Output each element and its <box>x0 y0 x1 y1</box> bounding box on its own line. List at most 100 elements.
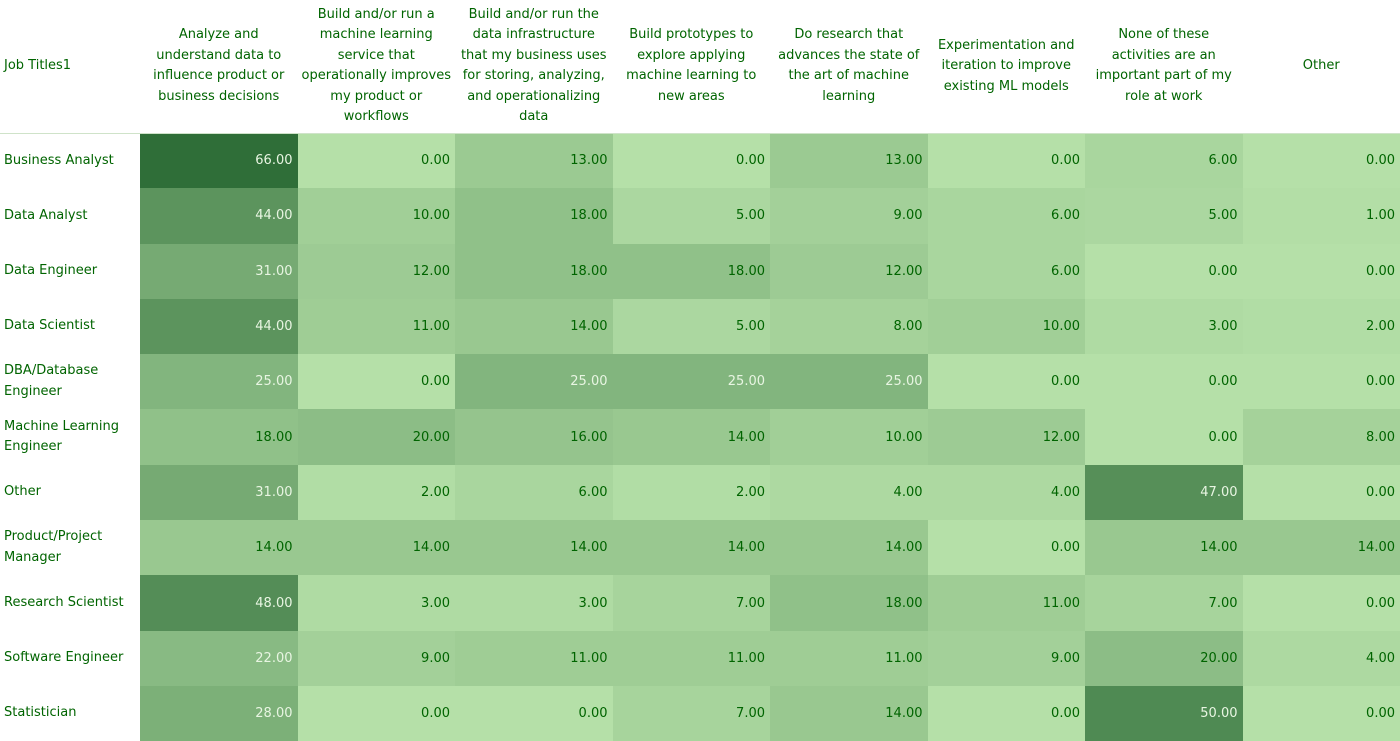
heatmap-cell: 0.00 <box>455 685 613 741</box>
heatmap-cell: 11.00 <box>612 630 770 686</box>
row-label: Data Scientist <box>4 318 95 334</box>
heatmap-cell: 2.00 <box>297 464 455 521</box>
heatmap-cell: 31.00 <box>140 243 298 299</box>
heatmap-cell: 50.00 <box>1085 685 1243 741</box>
header-row: Job Titles1 Analyze and understand data … <box>0 0 1400 134</box>
heatmap-cell: 6.00 <box>455 464 613 521</box>
heatmap-cell: 7.00 <box>612 685 770 741</box>
heatmap-cell: 20.00 <box>1085 630 1243 686</box>
heatmap-cell: 12.00 <box>297 243 455 299</box>
heatmap-cell: 44.00 <box>140 188 298 244</box>
heatmap-cell: 20.00 <box>297 409 455 465</box>
heatmap-cell: 10.00 <box>770 409 928 465</box>
heatmap-cell: 14.00 <box>455 520 613 576</box>
heatmap-cell: 18.00 <box>455 188 613 244</box>
heatmap-cell: 7.00 <box>1085 575 1243 631</box>
heatmap-cell: 25.00 <box>612 354 770 410</box>
column-header: Build and/or run the data infrastructure… <box>455 0 613 134</box>
column-header: None of these activities are an importan… <box>1085 0 1243 134</box>
column-header: Build prototypes to explore applying mac… <box>612 0 770 134</box>
heatmap-cell: 0.00 <box>1242 575 1400 631</box>
row-label: Software Engineer <box>4 650 124 666</box>
heatmap-cell: 2.00 <box>612 464 770 521</box>
heatmap-cell: 10.00 <box>297 188 455 244</box>
heatmap-cell: 11.00 <box>297 298 455 355</box>
heatmap-cell: 3.00 <box>297 575 455 631</box>
row-label: Statistician <box>4 705 77 721</box>
heatmap-cell: 4.00 <box>1242 630 1400 686</box>
heatmap-cell: 14.00 <box>455 298 613 355</box>
heatmap-cell: 66.00 <box>140 133 298 189</box>
heatmap-cell: 5.00 <box>1085 188 1243 244</box>
heatmap-cell: 14.00 <box>770 685 928 741</box>
heatmap-cell: 18.00 <box>455 243 613 299</box>
heatmap-cell: 0.00 <box>297 685 455 741</box>
column-header: Other <box>1242 0 1400 134</box>
heatmap-cell: 0.00 <box>1242 685 1400 741</box>
heatmap-cell: 14.00 <box>770 520 928 576</box>
heatmap-body: Business Analyst 66.00 0.00 13.00 0.00 13.00 0… <box>0 133 1400 741</box>
heatmap-cell: 13.00 <box>455 133 613 189</box>
heatmap-cell: 48.00 <box>140 575 298 631</box>
heatmap-cell: 31.00 <box>140 464 298 521</box>
heatmap-cell: 8.00 <box>770 298 928 355</box>
heatmap-cell: 5.00 <box>612 298 770 355</box>
heatmap-cell: 18.00 <box>770 575 928 631</box>
table-row: DBA/Database Engineer 25.00 0.00 25.00 25.00… <box>0 354 1400 410</box>
heatmap-cell: 6.00 <box>1085 133 1243 189</box>
heatmap-cell: 4.00 <box>770 464 928 521</box>
table-row: Statistician 28.00 0.00 0.00 7.00 14.00 0.00 50… <box>0 685 1400 741</box>
heatmap-cell: 25.00 <box>770 354 928 410</box>
heatmap-cell: 1.00 <box>1242 188 1400 244</box>
heatmap-cell: 25.00 <box>140 354 298 410</box>
heatmap-cell: 14.00 <box>140 520 298 576</box>
heatmap-cell: 10.00 <box>927 298 1085 355</box>
table-row: Machine Learning Engineer 18.00 20.00 16.00… <box>0 409 1400 465</box>
row-label: Research Scientist <box>4 594 124 610</box>
heatmap-cell: 2.00 <box>1242 298 1400 355</box>
heatmap-cell: 14.00 <box>612 520 770 576</box>
row-label: Data Analyst <box>4 207 88 223</box>
table-row: Software Engineer 22.00 9.00 11.00 11.00 11.0… <box>0 630 1400 686</box>
heatmap-cell: 28.00 <box>140 685 298 741</box>
heatmap-cell: 12.00 <box>927 409 1085 465</box>
column-header: Do research that advances the state of t… <box>770 0 928 134</box>
heatmap-cell: 0.00 <box>297 133 455 189</box>
heatmap-cell: 0.00 <box>1242 133 1400 189</box>
heatmap-cell: 0.00 <box>297 354 455 410</box>
heatmap-cell: 12.00 <box>770 243 928 299</box>
row-label: Data Engineer <box>4 262 98 278</box>
heatmap-cell: 3.00 <box>1085 298 1243 355</box>
heatmap-cell: 0.00 <box>1242 464 1400 521</box>
table-row: Other 31.00 2.00 6.00 2.00 4.00 4.00 47.00 0.00 <box>0 464 1400 521</box>
row-label: DBA/Database Engineer <box>4 363 99 399</box>
heatmap-cell: 6.00 <box>927 188 1085 244</box>
heatmap-cell: 14.00 <box>1242 520 1400 576</box>
heatmap-cell: 44.00 <box>140 298 298 355</box>
row-label: Machine Learning Engineer <box>4 418 119 455</box>
heatmap-cell: 13.00 <box>770 133 928 189</box>
row-label: Business Analyst <box>4 152 114 168</box>
heatmap-cell: 11.00 <box>455 630 613 686</box>
heatmap-cell: 47.00 <box>1085 464 1243 521</box>
table-row: Data Scientist 44.00 11.00 14.00 5.00 8.00 10.… <box>0 298 1400 355</box>
heatmap-cell: 0.00 <box>612 133 770 189</box>
heatmap-cell: 6.00 <box>927 243 1085 299</box>
heatmap-cell: 7.00 <box>612 575 770 631</box>
table-row: Data Analyst 44.00 10.00 18.00 5.00 9.00 6.00 5… <box>0 188 1400 244</box>
heatmap-cell: 14.00 <box>1085 520 1243 576</box>
heatmap-cell: 0.00 <box>1085 409 1243 465</box>
row-label: Product/Project Manager <box>4 529 103 565</box>
table-row: Data Engineer 31.00 12.00 18.00 18.00 12.00 6.… <box>0 243 1400 299</box>
column-header: Build and/or run a machine learning serv… <box>297 0 455 134</box>
column-header: Analyze and understand data to influence… <box>140 0 298 134</box>
table-row: Product/Project Manager 14.00 14.00 14.00 14… <box>0 520 1400 576</box>
heatmap-cell: 4.00 <box>927 464 1085 521</box>
heatmap-cell: 16.00 <box>455 409 613 465</box>
heatmap-cell: 18.00 <box>612 243 770 299</box>
heatmap-cell: 22.00 <box>140 630 298 686</box>
heatmap-cell: 18.00 <box>140 409 298 465</box>
heatmap-cell: 3.00 <box>455 575 613 631</box>
heatmap-cell: 0.00 <box>1085 243 1243 299</box>
